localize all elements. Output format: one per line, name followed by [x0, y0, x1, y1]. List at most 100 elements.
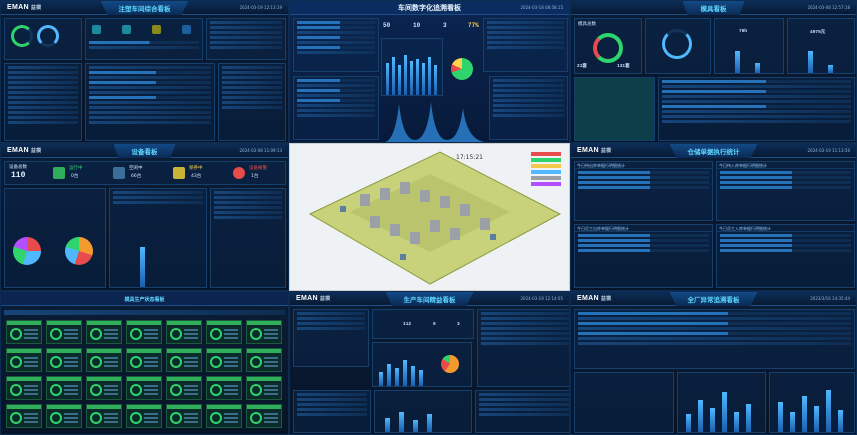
kpi-box [293, 309, 369, 367]
panel-lean-production: EMAN 益模 生产车间精益看板 2024-03-19 12:14:05 112 … [289, 291, 570, 435]
panel-title: 注塑车间综合看板 [100, 1, 189, 15]
panel-header: EMAN 益模 注塑车间综合看板 2024-03-19 12:13:19 [1, 1, 288, 15]
mold-map [574, 77, 655, 141]
panel-header: EMAN 益模 生产车间精益看板 2024-03-19 12:14:05 [290, 292, 569, 306]
panel-exception-trace: EMAN 益模 全厂异常追溯看板 2023/3/16 14:35:44 [570, 291, 857, 435]
maintenance-icon [173, 167, 185, 179]
stat-value: 112 [403, 322, 412, 327]
bar-chart-box [677, 372, 766, 433]
panel-mold: 模具看板 2024-03-08 12:57:18 模具总数 21套 131套 7… [570, 0, 857, 143]
section-title: 今日待出库单据行明细统计 [575, 162, 712, 169]
panel-title: 全厂异常追溯看板 [669, 292, 758, 306]
table-box [85, 63, 215, 141]
device-total-label: 设备总数 [9, 165, 27, 170]
alarm-icon [233, 167, 245, 179]
stat-label: 运行中 [69, 166, 83, 171]
section-title: 今日员工入库单据行明细统计 [717, 225, 854, 232]
stat-value: 0台 [71, 174, 79, 179]
panel-title: 车间数字化追溯看板 [398, 4, 461, 12]
stat-value: 3 [457, 322, 460, 327]
panel-time: 2024-03-19 11:13:56 [807, 148, 850, 153]
table-box [210, 188, 286, 288]
section-title: 今日待入库单据行明细统计 [717, 162, 854, 169]
table-box [475, 390, 569, 433]
legend [531, 150, 561, 194]
stat-value: 10 [413, 22, 421, 29]
table-box [293, 76, 379, 140]
bar-chart-box [374, 390, 472, 433]
bar-list-box: 今日待出库单据行明细统计 [574, 161, 713, 221]
panel-warehouse: EMAN 益模 仓储单据执行统计 2024-03-19 11:13:56 今日待出… [570, 143, 857, 291]
table-box [477, 309, 569, 387]
panel-time: 2024-03-19 12:13:19 [239, 5, 282, 10]
panel-time: 17:15:21 [456, 154, 483, 161]
pie-box [4, 188, 106, 288]
kpi-box [85, 18, 203, 60]
stat-value: 1台 [251, 174, 259, 179]
list-box [293, 18, 379, 72]
gauge-ring [11, 25, 33, 47]
panel-equipment: EMAN 益模 设备看板 2024-03-08 11:09:13 设备总数 110… [0, 143, 289, 291]
device-total: 110 [11, 171, 26, 180]
gauge-ring [37, 25, 59, 47]
idle-icon [113, 167, 125, 179]
panel-3d-factory: 17:15:21 [289, 143, 570, 291]
panel-time: 2023/3/16 14:35:44 [810, 296, 850, 301]
panel-header: EMAN 益模 设备看板 2024-03-08 11:09:13 [1, 144, 288, 158]
panel-title: 生产车间精益看板 [385, 292, 474, 306]
kpi-tile [152, 25, 161, 34]
kpi-box [645, 18, 711, 74]
panel-title: 模具看板 [682, 1, 745, 15]
section-title: 今日员工出库单据行明细统计 [575, 225, 712, 232]
bar-chart-box [381, 38, 443, 96]
kpi-value: 4975元 [810, 30, 826, 35]
panel-title: 仓储单据执行统计 [669, 144, 758, 158]
mold-ring [593, 33, 623, 63]
panel-title: 模具生产状态看板 [124, 296, 165, 303]
kpi-ring [662, 29, 692, 59]
factory-floor-3d [308, 151, 562, 285]
panel-header: 模具看板 2024-03-08 12:57:18 [571, 1, 856, 15]
panel-time: 2024-03-08 11:09:13 [239, 148, 282, 153]
stat-value: 77% [468, 22, 479, 29]
bar-chart-box: 76h [714, 18, 784, 74]
mold-value: 21套 [577, 64, 587, 69]
mold-total-box: 模具总数 21套 131套 [574, 18, 642, 74]
panel-mold-production: 模具生产状态看板 [0, 291, 289, 435]
brand-logo: EMAN 益模 [577, 295, 612, 302]
gauge-box [4, 18, 82, 60]
area-chart [385, 102, 485, 142]
bar-list-box: 今日待入库单据行明细统计 [716, 161, 855, 221]
panel-title: 设备看板 [113, 144, 176, 158]
panel-time: 2024-03-19 12:14:05 [520, 296, 563, 301]
stat-value: 3 [443, 22, 447, 29]
stat-label: 空闲中 [129, 166, 143, 171]
panel-time: 2024-03-08 12:57:18 [807, 5, 850, 10]
list-box [206, 18, 286, 60]
mold-total-label: 模具总数 [578, 22, 596, 27]
bar-chart-box: 4975元 [787, 18, 855, 74]
stat-label: 设备报警 [249, 166, 267, 171]
stat-value: 66台 [131, 174, 142, 179]
stat-value: 50 [383, 22, 391, 29]
bar-list-box: 今日员工入库单据行明细统计 [716, 224, 855, 288]
panel-header: 模具生产状态看板 [1, 292, 288, 306]
kpi-value: 76h [739, 29, 748, 34]
running-icon [53, 167, 65, 179]
table-box [658, 77, 855, 141]
panel-header: EMAN 益模 仓储单据执行统计 2024-03-19 11:13:56 [571, 144, 856, 158]
list-box [483, 18, 568, 72]
panel-traceability: 车间数字化追溯看板 2024-03-18 08:58:15 50 10 3 77… [289, 0, 570, 143]
bar-chart-box [372, 342, 472, 387]
stat-value: 43台 [191, 174, 202, 179]
kpi-tile [92, 25, 101, 34]
pie-chart [65, 237, 93, 265]
bar-list-box: 今日员工出库单据行明细统计 [574, 224, 713, 288]
table-box [574, 309, 855, 369]
table-box [218, 63, 286, 141]
brand-logo: EMAN 益模 [7, 147, 42, 154]
panel-injection-overview: EMAN 益模 注塑车间综合看板 2024-03-19 12:13:19 [0, 0, 289, 143]
kpi-box: 112 0 3 [372, 309, 474, 339]
bar-chart-box [109, 188, 207, 288]
